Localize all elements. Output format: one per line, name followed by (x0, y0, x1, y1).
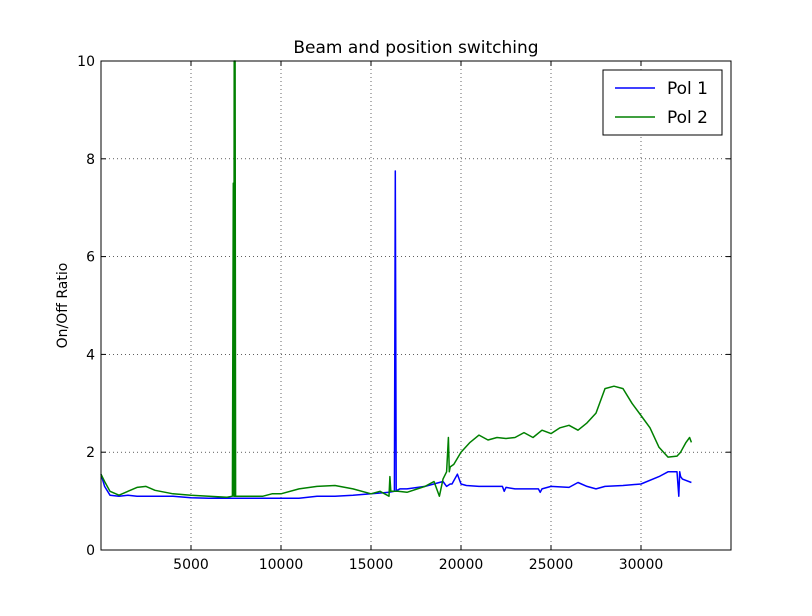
series-line-pol-1 (100, 170, 692, 499)
legend-box (602, 69, 723, 136)
y-tick-label: 0 (86, 543, 95, 559)
x-tick-label: 20000 (439, 557, 484, 573)
y-tick-label: 4 (86, 347, 95, 363)
x-tick-label: 5000 (173, 557, 209, 573)
x-tick-label: 15000 (349, 557, 394, 573)
y-tick-label: 6 (86, 250, 95, 266)
x-tick-label: 25000 (529, 557, 574, 573)
legend: Pol 1 Pol 2 (602, 69, 723, 136)
grid-lines (101, 61, 731, 550)
x-tick-label: 10000 (259, 557, 304, 573)
series-line-pol-2 (100, 60, 693, 498)
y-tick-label: 8 (86, 152, 95, 168)
x-tick-label: 30000 (619, 557, 664, 573)
y-tick-label: 2 (86, 445, 95, 461)
series-lines (100, 60, 693, 499)
plot-frame (100, 60, 732, 551)
axis-ticks: 5000 10000 15000 20000 25000 30000 0 2 4 6 8 10 (77, 54, 731, 573)
legend-label-pol-2: Pol 2 (667, 108, 708, 128)
chart-title: Beam and position switching (293, 38, 538, 58)
y-axis-label: On/Off Ratio (55, 263, 71, 349)
legend-label-pol-1: Pol 1 (667, 79, 708, 99)
y-tick-label: 10 (77, 54, 95, 70)
